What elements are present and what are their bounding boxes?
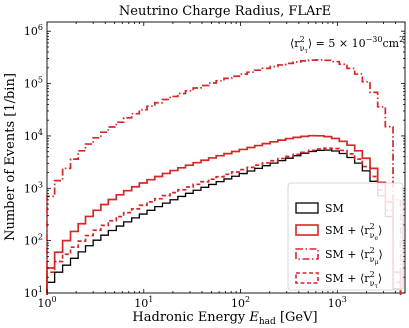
- y-tick-label: 101: [24, 285, 43, 300]
- annotation-prefix: ⟨r: [290, 37, 300, 50]
- y-tick-label: 104: [24, 128, 43, 143]
- x-tick-label: 100: [37, 295, 56, 310]
- annotation-unit: cm: [382, 37, 399, 50]
- x-axis-ticks: 100 101 102 103: [37, 22, 406, 310]
- legend-label: SM + ⟨r2 νμ⟩: [325, 246, 383, 266]
- annotation-main: ⟩ = 5 × 10: [308, 37, 366, 50]
- plot-lines: [46, 58, 402, 295]
- series-line-1: [46, 149, 402, 295]
- x-label-var: E: [248, 310, 259, 325]
- x-tick-label: 102: [231, 295, 250, 310]
- x-tick-label: 101: [134, 295, 153, 310]
- annotation-sup: 2: [300, 35, 305, 44]
- series-line-3: [46, 58, 402, 295]
- legend-handle: [295, 202, 319, 214]
- x-label-unit: [GeV]: [276, 310, 318, 325]
- legend: SM SM + ⟨r2 νe⟩ SM + ⟨r2 νμ⟩ SM + ⟨r2 ντ⟩: [287, 182, 404, 291]
- legend-label: SM: [325, 202, 344, 215]
- chart-annotation: ⟨r2 ντ⟩ = 5 × 10−30cm2: [290, 35, 404, 55]
- legend-handle: [295, 224, 319, 236]
- x-axis-label: Hadronic Energy Ehad [GeV]: [132, 310, 317, 327]
- x-label-main: Hadronic Energy: [132, 310, 249, 325]
- y-axis-label: Number of Events [1/bin]: [3, 73, 18, 241]
- plot-frame: [46, 21, 406, 294]
- annotation-sub: ν: [300, 44, 305, 53]
- y-tick-label: 102: [24, 233, 43, 248]
- chart-title: Neutrino Charge Radius, FLArE: [119, 4, 331, 19]
- legend-label: SM + ⟨r2 ντ⟩: [325, 270, 382, 290]
- y-tick-label: 106: [24, 23, 43, 38]
- legend-handle: [295, 248, 319, 260]
- series-line-4: [46, 147, 402, 295]
- y-tick-label: 103: [24, 180, 43, 195]
- legend-label: SM + ⟨r2 νe⟩: [325, 222, 382, 242]
- annotation-unit-sup: 2: [399, 35, 404, 44]
- y-axis-ticks: 101 102 103 104 105 106: [24, 23, 405, 300]
- series-line-2: [46, 134, 402, 295]
- legend-box: [287, 182, 404, 291]
- annotation-subsub: τ: [305, 48, 309, 55]
- legend-handle: [295, 272, 319, 284]
- x-tick-label: 103: [328, 295, 347, 310]
- annotation-exponent: −30: [366, 35, 383, 44]
- x-label-var-sub: had: [259, 317, 276, 327]
- y-tick-label: 105: [24, 76, 43, 91]
